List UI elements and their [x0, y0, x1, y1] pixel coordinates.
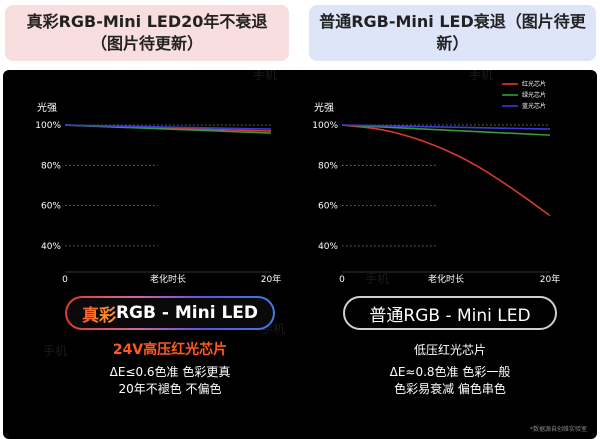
chart-1-legend-label: 绿光芯片 — [522, 91, 546, 99]
desc-left-line-3: 20年不褪色 不偏色 — [118, 382, 222, 396]
chart-0-y-tick-label: 60% — [41, 202, 61, 212]
label-true-color: 真彩 RGB - Mini LED — [65, 296, 275, 330]
label-true-color-rest: RGB - Mini LED — [115, 303, 259, 323]
chart-0-x-axis-label: 老化时长 — [150, 273, 186, 285]
desc-right: 低压红光芯片 ΔE≈0.8色准 色彩一般 色彩易衰减 偏色串色 — [343, 342, 557, 398]
chart-1-y-tick-label: 60% — [318, 202, 338, 212]
chart-1-x-tick-label: 20年 — [540, 273, 560, 285]
label-true-color-prefix: 真彩 — [82, 301, 116, 326]
chart-0-x-tick-label: 20年 — [261, 273, 281, 285]
desc-left: 24V高压红光芯片 ΔE≤0.6色准 色彩更真 20年不褪色 不偏色 — [65, 342, 275, 398]
chart-1-series-line-2 — [341, 124, 551, 130]
desc-left-line-1: 24V高压红光芯片 — [112, 342, 228, 358]
chart-1-y-tick-label: 40% — [318, 242, 338, 252]
chart-1-y-axis-label: 光强 — [314, 101, 334, 114]
label-normal: 普通RGB - Mini LED — [343, 296, 557, 330]
source-note: *数据源自创维实验室 — [529, 426, 587, 433]
chart-0-series-line-2 — [64, 124, 272, 130]
chart-1-legend-label: 红光芯片 — [522, 80, 546, 88]
chart-0-y-axis-label: 光强 — [37, 101, 57, 114]
chart-1-x-tick-label: 0 — [339, 275, 345, 285]
header-right: 普通RGB-Mini LED衰退（图片待更新） — [309, 5, 596, 61]
chart-1-series-line-1 — [341, 124, 551, 136]
header-left: 真彩RGB-Mini LED20年不衰退（图片待更新） — [5, 5, 289, 61]
chart-0-y-tick-label: 100% — [35, 121, 61, 131]
chart-0-y-tick-label: 40% — [41, 242, 61, 252]
watermark: 手机 — [365, 272, 390, 286]
chart-1-legend-label: 蓝光芯片 — [522, 102, 546, 110]
desc-left-line-2: ΔE≤0.6色准 色彩更真 — [109, 365, 231, 379]
watermark: 手机 — [43, 344, 68, 358]
chart-1-y-tick-label: 100% — [312, 121, 338, 131]
desc-right-line-1: 低压红光芯片 — [413, 343, 486, 357]
watermark: 手机 — [469, 68, 494, 82]
chart-0-x-tick-label: 0 — [62, 275, 68, 285]
comparison-panel: 光强 100% 80% 60% 40% 0 20年 老化时长 光强 100% 80% 60% 40% 0 2… — [3, 68, 597, 439]
desc-right-line-3: 色彩易衰减 偏色串色 — [394, 382, 506, 396]
chart-1-x-axis-label: 老化时长 — [428, 273, 464, 285]
chart-1-y-tick-label: 80% — [318, 161, 338, 171]
chart-0-y-tick-label: 80% — [41, 161, 61, 171]
chart-1-series-line-0 — [341, 124, 551, 217]
watermark: 手机 — [253, 68, 278, 82]
decay-charts: 光强 100% 80% 60% 40% 0 20年 老化时长 光强 100% 80% 60% 40% 0 2… — [35, 80, 560, 285]
desc-right-line-2: ΔE≈0.8色准 色彩一般 — [389, 365, 511, 379]
